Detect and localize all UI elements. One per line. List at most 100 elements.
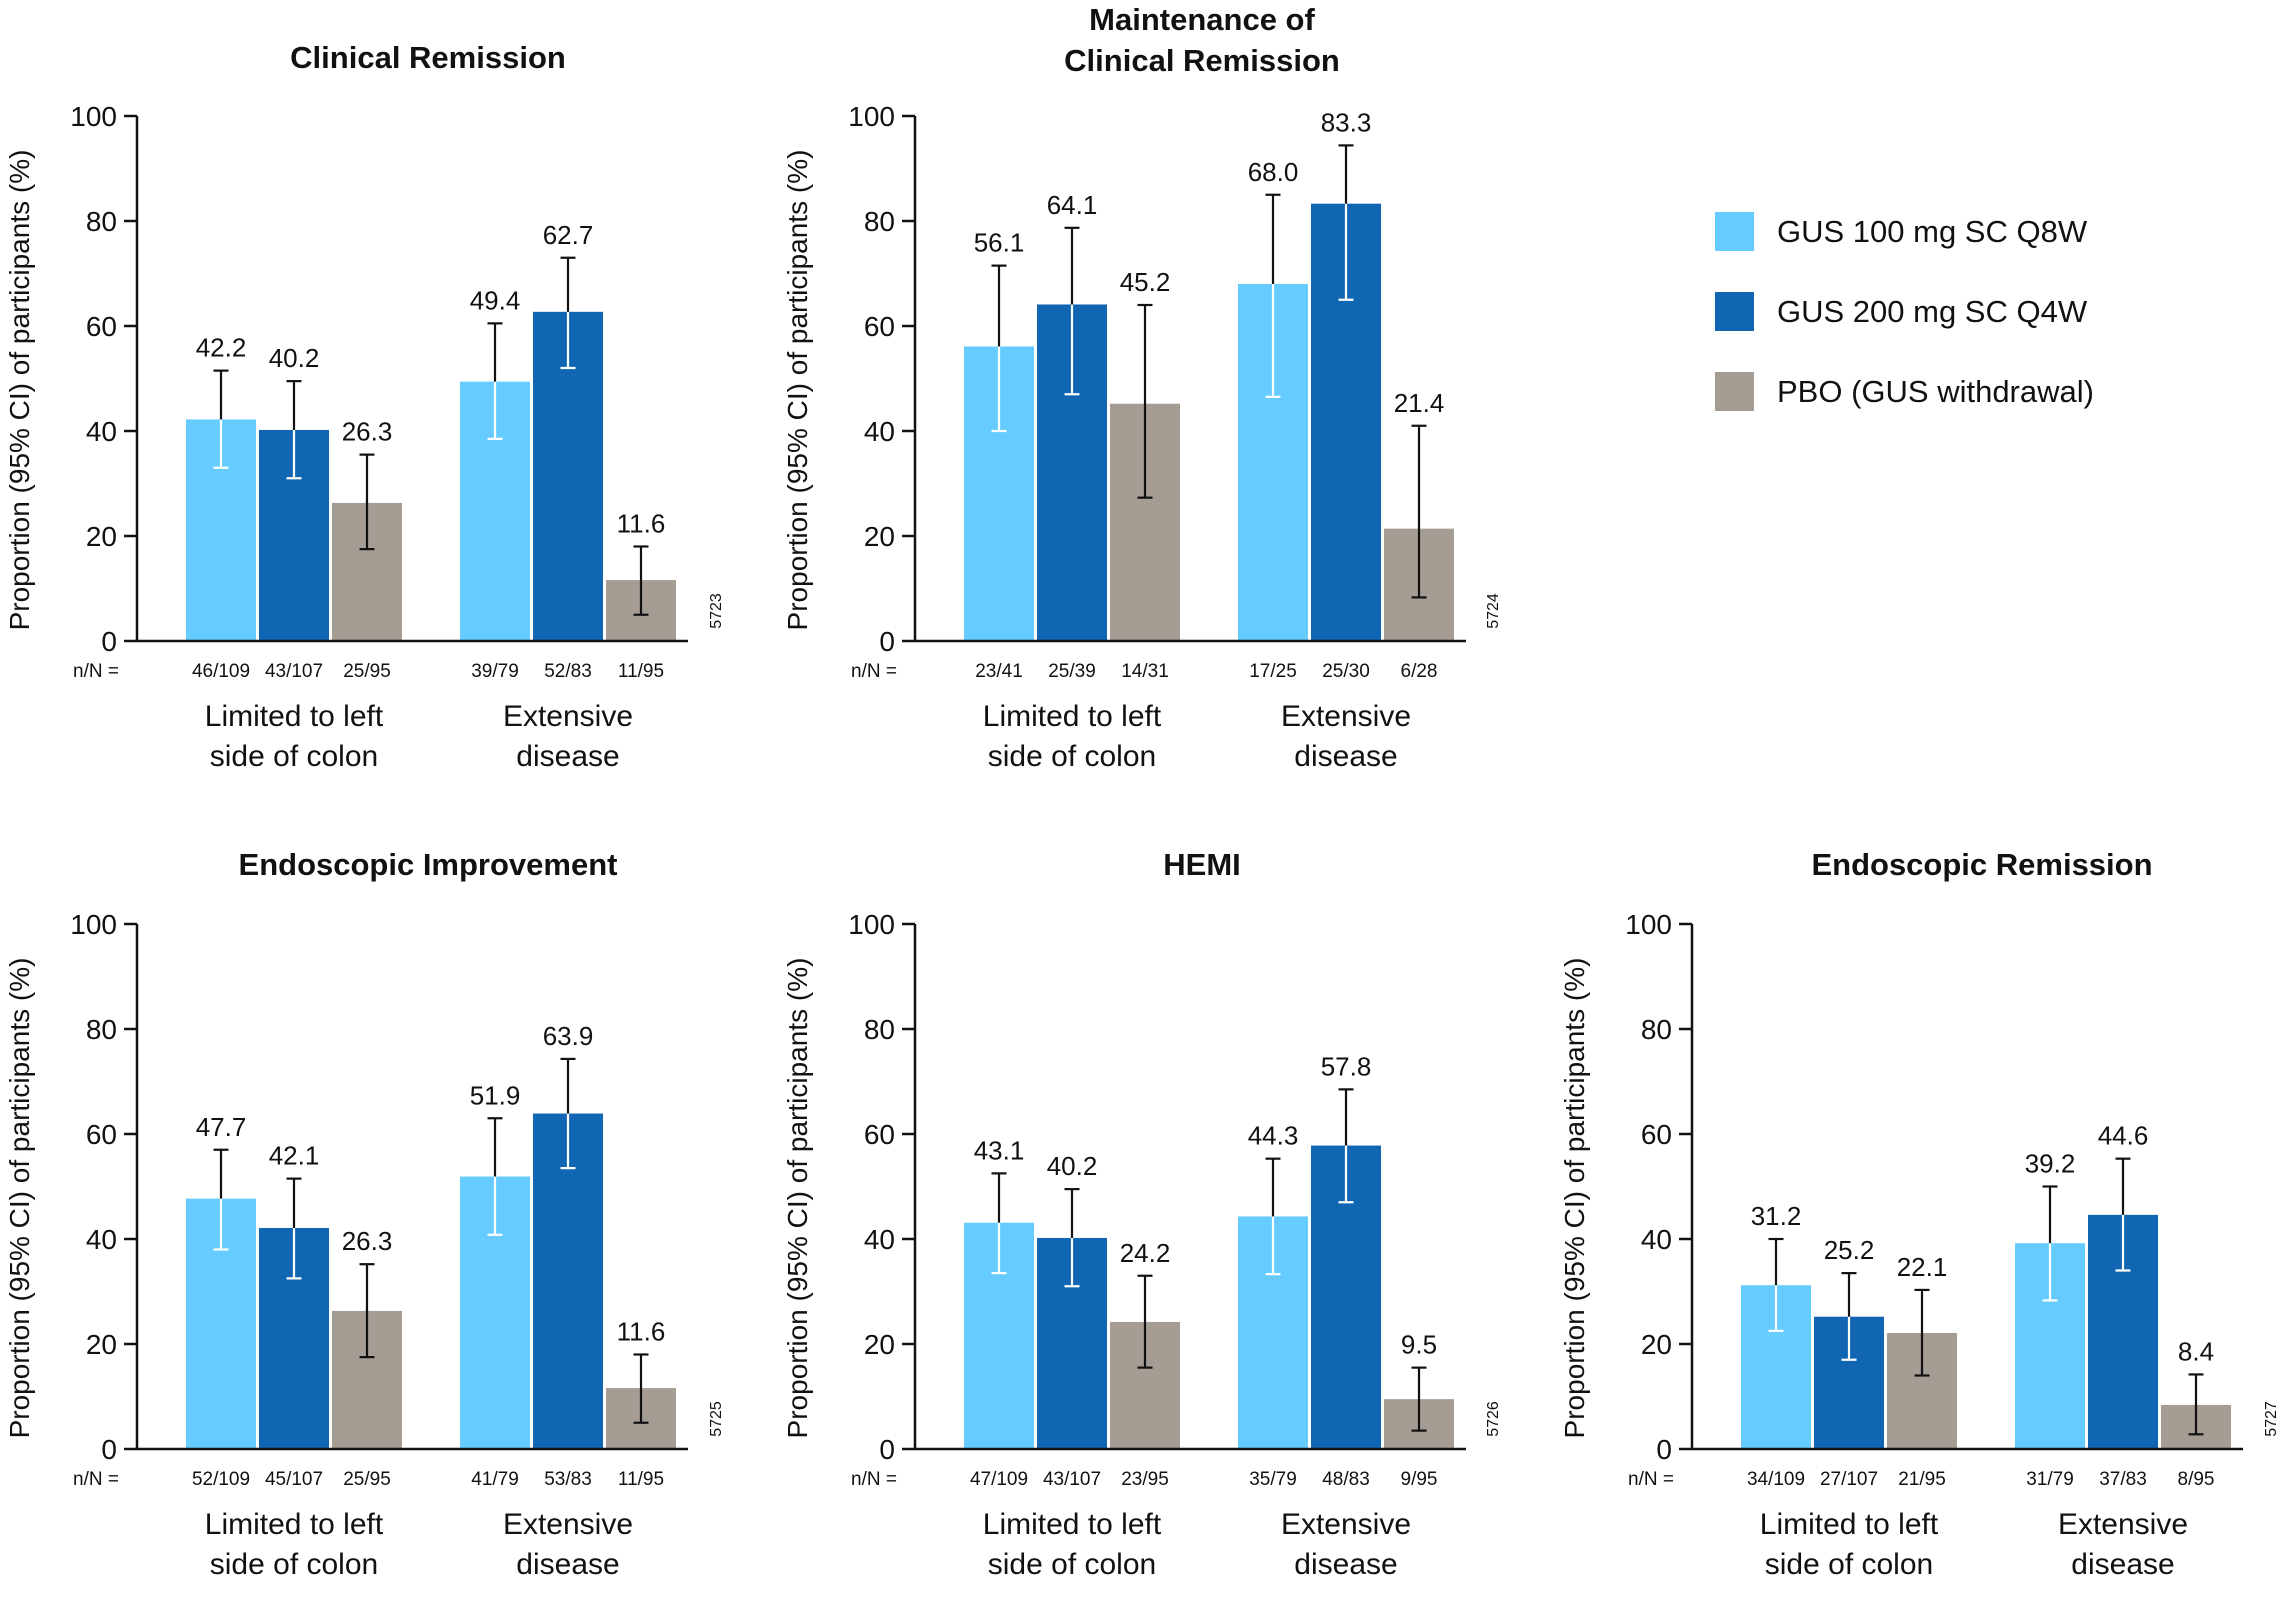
- y-tick-label: 100: [848, 909, 895, 940]
- nn-label: 23/95: [1121, 1469, 1169, 1490]
- nn-label: 46/109: [192, 661, 250, 682]
- x-category-label: side of colon: [988, 1548, 1156, 1581]
- nn-label: 37/83: [2099, 1469, 2147, 1490]
- data-label: 43.1: [974, 1135, 1025, 1165]
- y-tick-label: 40: [1641, 1224, 1672, 1255]
- data-label: 42.1: [269, 1141, 320, 1171]
- y-axis-label: Proportion (95% CI) of participants (%): [4, 150, 35, 631]
- data-label: 44.3: [1248, 1121, 1299, 1151]
- nn-label: 43/107: [1043, 1469, 1101, 1490]
- chart-title: Endoscopic Improvement: [239, 847, 618, 882]
- x-category-label: Limited to left: [983, 1508, 1162, 1541]
- data-label: 62.7: [543, 220, 594, 250]
- x-category-label: side of colon: [210, 1548, 378, 1581]
- chart-title: Clinical Remission: [1064, 43, 1340, 78]
- y-tick-label: 100: [70, 909, 117, 940]
- y-tick-label: 40: [864, 1224, 895, 1255]
- data-label: 39.2: [2025, 1149, 2076, 1179]
- y-tick-label: 40: [86, 1224, 117, 1255]
- nn-label: 25/39: [1048, 661, 1096, 682]
- x-category-label: Extensive: [503, 700, 633, 733]
- x-category-label: disease: [2071, 1548, 2174, 1581]
- nn-label: 11/95: [618, 1469, 664, 1490]
- nn-label: 48/83: [1322, 1469, 1370, 1490]
- nn-label: 25/95: [343, 661, 391, 682]
- chart-panel: Clinical Remission 0 20 40 60 80 100 Proportion…: [4, 40, 725, 773]
- data-label: 40.2: [1047, 1151, 1098, 1181]
- nn-label: 43/107: [265, 661, 323, 682]
- chart-panel: HEMI 0 20 40 60 80 100 Proportion (95% CI) of p…: [782, 847, 1502, 1581]
- x-category-label: Extensive: [2058, 1508, 2188, 1541]
- nn-prefix: n/N =: [851, 661, 897, 682]
- data-label: 11.6: [617, 509, 666, 539]
- x-category-label: side of colon: [210, 740, 378, 773]
- chart-title: Endoscopic Remission: [1811, 847, 2152, 882]
- nn-label: 39/79: [471, 661, 519, 682]
- y-tick-label: 40: [864, 416, 895, 447]
- legend-label: GUS 100 mg SC Q8W: [1777, 214, 2088, 249]
- data-label: 25.2: [1824, 1235, 1875, 1265]
- y-tick-label: 100: [848, 101, 895, 132]
- x-category-label: Limited to left: [205, 1508, 384, 1541]
- y-tick-label: 60: [86, 311, 117, 342]
- data-label: 45.2: [1120, 267, 1171, 297]
- nn-label: 34/109: [1747, 1469, 1805, 1490]
- data-label: 57.8: [1321, 1051, 1372, 1081]
- nn-label: 31/79: [2026, 1469, 2074, 1490]
- nn-label: 25/95: [343, 1469, 391, 1490]
- legend-label: GUS 200 mg SC Q4W: [1777, 294, 2088, 329]
- y-tick-label: 20: [864, 521, 895, 552]
- legend-label: PBO (GUS withdrawal): [1777, 374, 2094, 409]
- y-tick-label: 80: [1641, 1014, 1672, 1045]
- y-tick-label: 80: [864, 1014, 895, 1045]
- nn-label: 17/25: [1249, 661, 1297, 682]
- y-tick-label: 60: [1641, 1119, 1672, 1150]
- data-label: 64.1: [1047, 190, 1098, 220]
- data-label: 63.9: [543, 1021, 594, 1051]
- nn-label: 9/95: [1401, 1469, 1438, 1490]
- nn-prefix: n/N =: [1628, 1469, 1674, 1490]
- y-tick-label: 0: [1656, 1434, 1672, 1465]
- x-category-label: Extensive: [1281, 1508, 1411, 1541]
- nn-label: 52/109: [192, 1469, 250, 1490]
- y-axis-label: Proportion (95% CI) of participants (%): [782, 150, 813, 631]
- x-category-label: Limited to left: [983, 700, 1162, 733]
- x-category-label: side of colon: [1765, 1548, 1933, 1581]
- figure-code: 5726: [1485, 1401, 1502, 1437]
- nn-label: 11/95: [618, 661, 664, 682]
- nn-prefix: n/N =: [73, 1469, 119, 1490]
- nn-label: 8/95: [2178, 1469, 2215, 1490]
- y-tick-label: 60: [864, 311, 895, 342]
- nn-label: 53/83: [544, 1469, 592, 1490]
- legend-swatch: [1715, 292, 1754, 331]
- nn-label: 27/107: [1820, 1469, 1878, 1490]
- x-category-label: Limited to left: [205, 700, 384, 733]
- y-tick-label: 60: [864, 1119, 895, 1150]
- x-category-label: Extensive: [1281, 700, 1411, 733]
- nn-label: 47/109: [970, 1469, 1028, 1490]
- y-tick-label: 40: [86, 416, 117, 447]
- data-label: 9.5: [1401, 1330, 1437, 1360]
- chart-panel: Maintenance of Clinical Remission 0 20 40 60 8…: [782, 2, 1502, 773]
- data-label: 11.6: [617, 1317, 666, 1347]
- chart-panel: Endoscopic Improvement 0 20 40 60 80 100 Propor…: [4, 847, 725, 1581]
- y-tick-label: 0: [101, 626, 117, 657]
- data-label: 40.2: [269, 343, 320, 373]
- nn-label: 21/95: [1898, 1469, 1946, 1490]
- y-tick-label: 20: [86, 521, 117, 552]
- y-tick-label: 0: [879, 1434, 895, 1465]
- figure-code: 5727: [2263, 1401, 2280, 1437]
- data-label: 31.2: [1751, 1201, 1802, 1231]
- data-label: 44.6: [2098, 1121, 2149, 1151]
- data-label: 51.9: [470, 1080, 521, 1110]
- y-tick-label: 80: [864, 206, 895, 237]
- data-label: 26.3: [342, 1226, 393, 1256]
- y-tick-label: 0: [101, 1434, 117, 1465]
- chart-panel: Endoscopic Remission 0 20 40 60 80 100 Proporti…: [1559, 847, 2280, 1581]
- data-label: 22.1: [1897, 1252, 1948, 1282]
- chart-title: HEMI: [1163, 847, 1241, 882]
- nn-label: 23/41: [975, 661, 1023, 682]
- x-category-label: disease: [516, 1548, 619, 1581]
- data-label: 49.4: [470, 285, 521, 315]
